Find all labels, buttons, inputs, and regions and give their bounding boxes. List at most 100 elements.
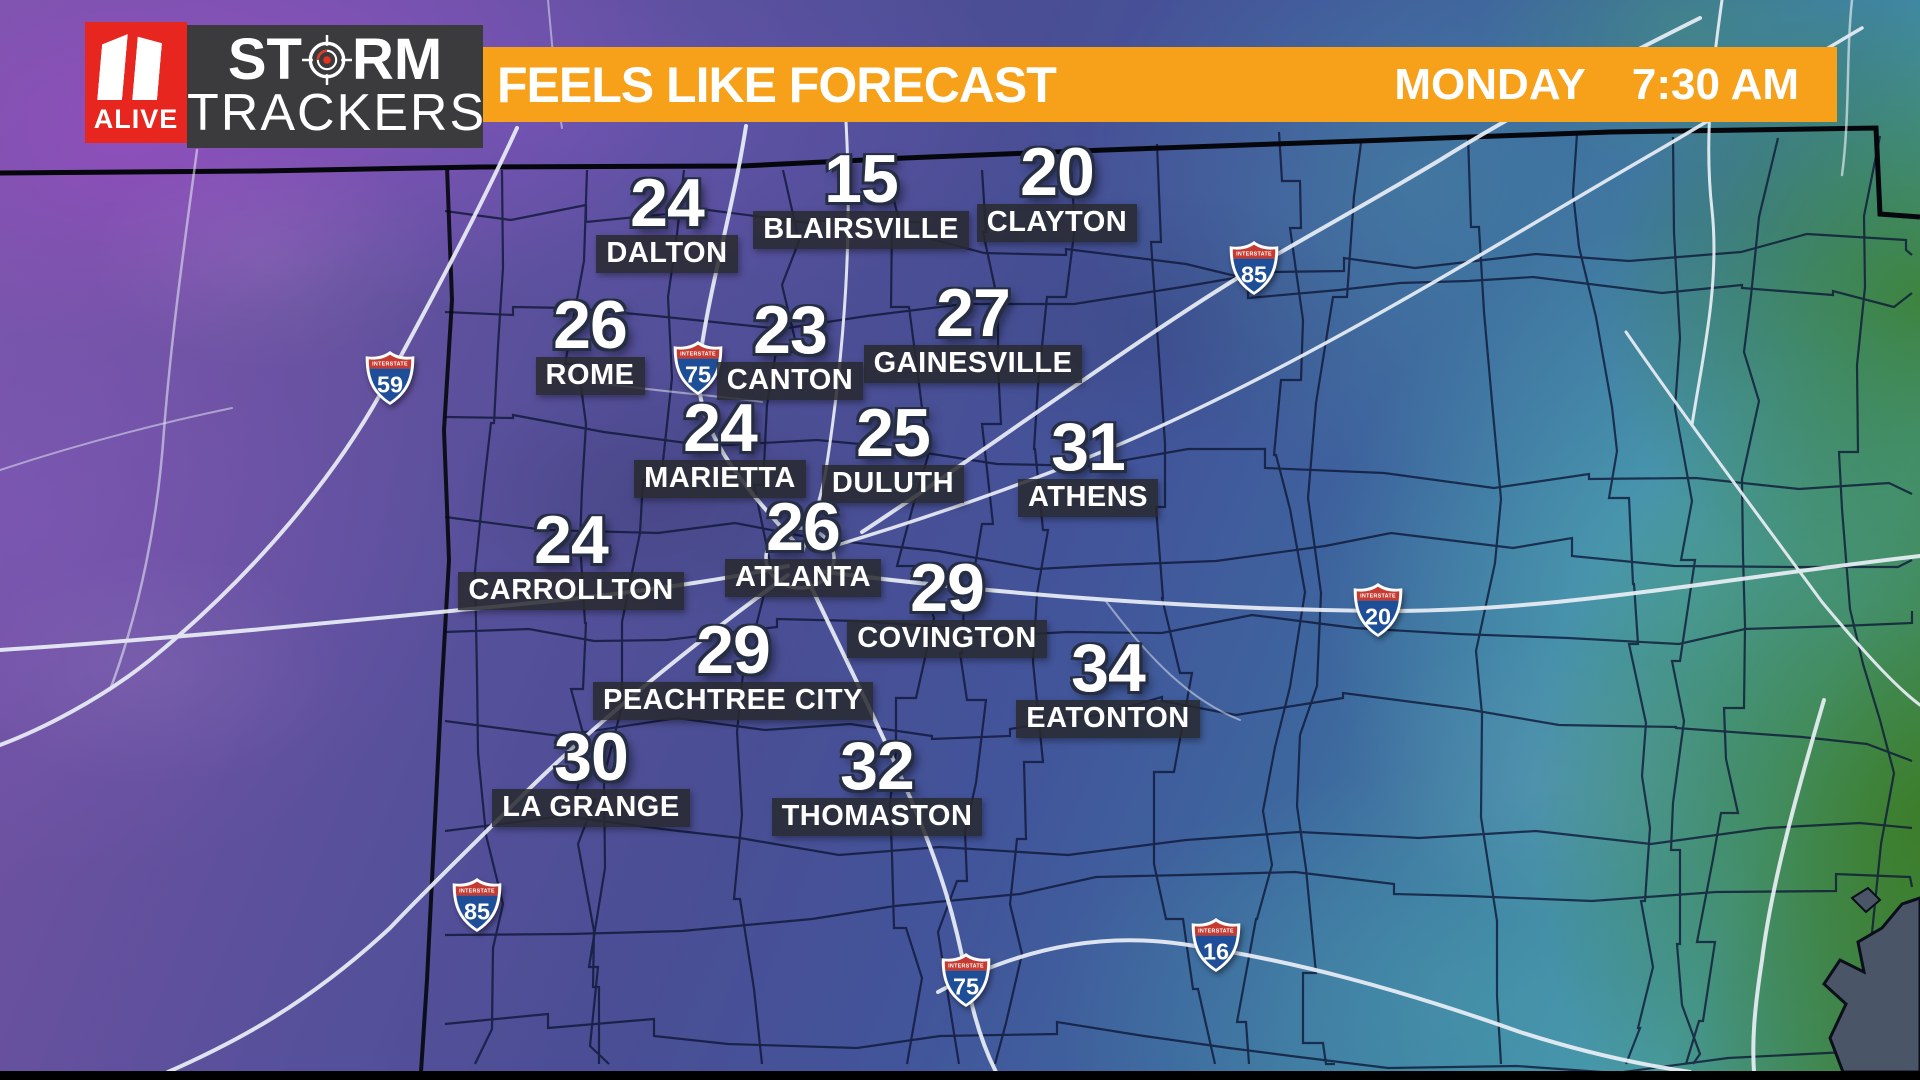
- city-name: GAINESVILLE: [863, 345, 1083, 383]
- station-logo-11alive: 11 ALIVE: [85, 22, 187, 143]
- city-label-la-grange: 30 LA GRANGE: [411, 719, 771, 827]
- route-number: 16: [1203, 938, 1229, 964]
- interstate-word: INTERSTATE: [1236, 251, 1272, 257]
- storm-right: RM: [351, 27, 443, 92]
- letterbox-bar: [0, 1071, 1920, 1080]
- road-secondary: [0, 407, 233, 471]
- road-secondary: [108, 148, 199, 692]
- lake-water: [1822, 886, 1920, 1074]
- temperature-value: 34: [1071, 630, 1146, 706]
- route-number: 75: [685, 361, 711, 387]
- interstate-word: INTERSTATE: [680, 351, 716, 357]
- interstate-word: INTERSTATE: [1198, 928, 1234, 934]
- city-label-thomaston: 32 THOMASTON: [697, 728, 1057, 836]
- temperature-value: 31: [1051, 409, 1126, 485]
- route-number: 20: [1365, 603, 1391, 629]
- city-name: EATONTON: [1016, 700, 1200, 738]
- interstate-word: INTERSTATE: [948, 963, 984, 969]
- city-name: COVINGTON: [847, 620, 1047, 658]
- interstate-16-shield: INTERSTATE 16: [1191, 918, 1241, 972]
- interstate-20-shield: INTERSTATE 20: [1353, 583, 1403, 637]
- temperature-value: 20: [1020, 134, 1095, 210]
- city-label-eatonton: 34 EATONTON: [928, 630, 1288, 738]
- city-name: THOMASTON: [771, 798, 983, 836]
- temperature-value: 29: [910, 550, 985, 626]
- city-label-rome: 26 ROME: [410, 287, 770, 395]
- station-name: ALIVE: [93, 104, 179, 134]
- road-i75-south: [804, 574, 998, 1074]
- interstate-word: INTERSTATE: [459, 888, 495, 894]
- temperature-value: 24: [630, 165, 705, 241]
- city-name: CARROLLTON: [458, 572, 684, 610]
- road-i85-south: [166, 573, 790, 1074]
- road-ga400: [801, 120, 850, 553]
- city-label-dalton: 24 DALTON: [487, 165, 847, 273]
- state-borders: [0, 125, 1920, 1073]
- city-name: ATHENS: [1017, 479, 1159, 517]
- city-label-marietta: 24 MARIETTA: [540, 390, 900, 498]
- city-name: PEACHTREE CITY: [593, 682, 873, 720]
- temperature-value: 24: [534, 502, 609, 578]
- city-name: CANTON: [716, 362, 864, 400]
- city-name: DULUTH: [821, 465, 965, 503]
- city-name: ROME: [535, 357, 645, 395]
- city-label-atlanta: 26 ATLANTA: [623, 489, 983, 597]
- city-name: DALTON: [596, 235, 738, 273]
- road-secondary: [1840, 0, 1854, 177]
- route-number: 85: [1241, 261, 1267, 287]
- storm-left: ST: [227, 27, 302, 92]
- interstate-59-shield: INTERSTATE 59: [365, 351, 415, 405]
- temperature-value: 27: [936, 275, 1011, 351]
- route-number: 75: [953, 973, 979, 999]
- interstate-75-shield: INTERSTATE 75: [941, 953, 991, 1007]
- city-name: CLAYTON: [976, 204, 1138, 242]
- temperature-value: 24: [683, 390, 758, 466]
- road-secondary: [1624, 330, 1920, 707]
- route-number: 85: [464, 898, 490, 924]
- city-label-peachtree-city: 29 PEACHTREE CITY: [553, 612, 913, 720]
- interstate-85-shield: INTERSTATE 85: [1229, 241, 1279, 295]
- road-secondary: [1104, 599, 1241, 721]
- crosshair-target-icon: [301, 35, 352, 85]
- banner-title: FEELS LIKE FORECAST: [497, 56, 1057, 113]
- temperature-value: 23: [753, 292, 828, 368]
- temperature-value: 32: [840, 728, 915, 804]
- interstate-85-shield: INTERSTATE 85: [452, 878, 502, 932]
- city-label-covington: 29 COVINGTON: [767, 550, 1127, 658]
- road-i59: [0, 126, 519, 747]
- road-secondary: [1751, 698, 1826, 1074]
- city-label-gainesville: 27 GAINESVILLE: [793, 275, 1153, 383]
- city-label-clayton: 20 CLAYTON: [877, 134, 1237, 242]
- city-label-blairsville: 15 BLAIRSVILLE: [681, 141, 1041, 249]
- trackers-wordmark: TRACKERS: [187, 84, 487, 142]
- interstate-75-shield: INTERSTATE 75: [673, 341, 723, 395]
- city-label-carrollton: 24 CARROLLTON: [391, 502, 751, 610]
- storm-wordmark: ST RM: [187, 31, 483, 89]
- city-label-athens: 31 ATHENS: [908, 409, 1268, 517]
- banner-day: MONDAY: [1394, 59, 1586, 109]
- temperature-value: 30: [554, 719, 629, 795]
- city-name: ATLANTA: [724, 559, 882, 597]
- city-name: MARIETTA: [634, 460, 806, 498]
- temperature-value: 15: [824, 141, 899, 217]
- title-banner: FEELS LIKE FORECAST MONDAY 7:30 AM: [483, 47, 1837, 122]
- city-label-duluth: 25 DULUTH: [713, 395, 1073, 503]
- road-i16: [936, 938, 1692, 1074]
- interstate-word: INTERSTATE: [372, 361, 408, 367]
- route-number: 59: [377, 371, 403, 397]
- city-name: LA GRANGE: [492, 789, 690, 827]
- temperature-value: 29: [696, 612, 771, 688]
- channel-11-icon: [132, 34, 163, 100]
- city-label-canton: 23 CANTON: [610, 292, 970, 400]
- temperature-value: 25: [856, 395, 931, 471]
- interstate-word: INTERSTATE: [1360, 593, 1396, 599]
- channel-11-icon: [97, 34, 128, 100]
- temperature-value: 26: [766, 489, 841, 565]
- temperature-value: 26: [553, 287, 628, 363]
- banner-time: 7:30 AM: [1631, 59, 1799, 109]
- banner-datetime: MONDAY 7:30 AM: [1394, 60, 1799, 110]
- city-name: BLAIRSVILLE: [753, 211, 969, 249]
- storm-trackers-logo: ST RM TRACKERS: [187, 25, 487, 148]
